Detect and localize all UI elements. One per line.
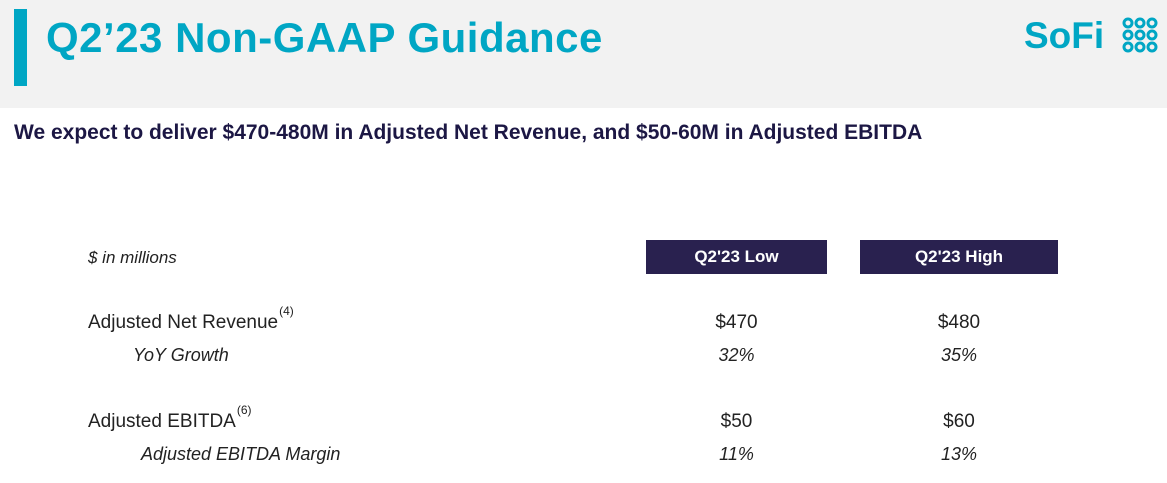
column-header-high: Q2'23 High (860, 240, 1058, 274)
row-label-adjusted-ebitda-margin: Adjusted EBITDA Margin (141, 444, 341, 464)
row-label-adjusted-net-revenue: Adjusted Net Revenue(4) (88, 304, 294, 336)
footnote-marker: (4) (279, 304, 294, 318)
guidance-summary: We expect to deliver $470-480M in Adjust… (14, 121, 923, 144)
page-title: Q2’23 Non-GAAP Guidance (46, 14, 603, 61)
cell-low-adjusted-ebitda: $50 (720, 411, 753, 432)
logo-dots-icon (1122, 17, 1158, 53)
cell-low-adjusted-net-revenue: $470 (715, 312, 758, 333)
row-label-adjusted-ebitda: Adjusted EBITDA(6) (88, 403, 252, 435)
row-label-yoy-growth: YoY Growth (133, 345, 229, 365)
cell-high-adjusted-ebitda: $60 (943, 411, 975, 432)
column-header-low: Q2'23 Low (646, 240, 827, 274)
cell-low-adjusted-ebitda-margin: 11% (719, 444, 754, 464)
row-label-text: Adjusted Net Revenue (88, 312, 279, 333)
row-label-text: Adjusted EBITDA (88, 411, 236, 432)
accent-bar (14, 9, 27, 86)
units-label: $ in millions (88, 248, 177, 267)
cell-high-adjusted-ebitda-margin: 13% (940, 444, 978, 464)
footnote-marker: (6) (236, 403, 252, 417)
cell-high-yoy-growth: 35% (940, 345, 978, 365)
sofi-logo: SoFi (1024, 14, 1159, 58)
cell-low-yoy-growth: 32% (718, 345, 755, 365)
cell-high-adjusted-net-revenue: $480 (937, 312, 981, 333)
logo-text: SoFi (1024, 15, 1105, 56)
slide-header: Q2’23 Non-GAAP Guidance SoFi (0, 0, 1167, 108)
